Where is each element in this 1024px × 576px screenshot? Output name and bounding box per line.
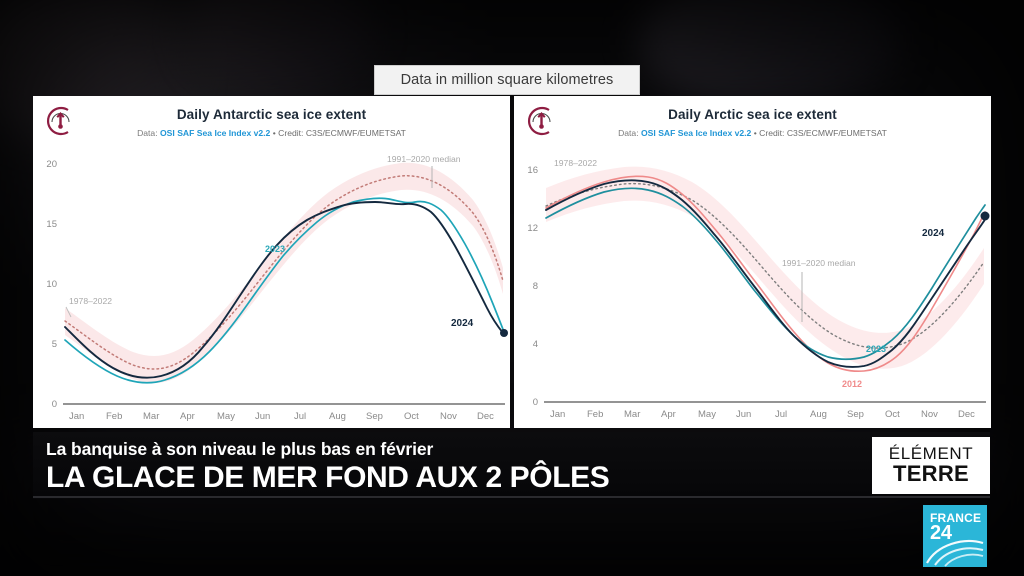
lower-third-subtitle: La banquise à son niveau le plus bas en …	[46, 439, 434, 459]
credit-prefix: Data:	[137, 128, 158, 138]
backdrop-blur-shape	[190, 0, 370, 90]
x-tick-label: Aug	[329, 411, 346, 422]
x-tick-label: Nov	[440, 411, 457, 422]
program-logo-line1: ÉLÉMENT	[888, 444, 974, 464]
annotation-2024-label: 2024	[922, 228, 945, 239]
endpoint-marker-2024	[980, 211, 990, 221]
credit-source: OSI SAF Sea Ice Index v2.2	[160, 128, 271, 138]
x-tick-label: Feb	[106, 411, 122, 422]
x-tick-label: Jun	[736, 409, 751, 420]
credit-suffix: • Credit: C3S/ECMWF/EUMETSAT	[272, 128, 406, 138]
chart-title-arctic: Daily Arctic sea ice extent	[668, 107, 837, 122]
chart-panel-antarctic: Daily Antarctic sea ice extent Data: OSI…	[33, 96, 510, 428]
data-units-label: Data in million square kilometres	[400, 72, 614, 88]
copernicus-climate-logo	[47, 106, 70, 136]
x-tick-label: Sep	[847, 409, 864, 420]
x-tick-label: Jul	[775, 409, 787, 420]
channel-logo-swirl-icon	[926, 539, 984, 567]
annotation-2024-label: 2024	[451, 318, 474, 329]
program-logo: ÉLÉMENT TERRE	[872, 437, 990, 494]
x-tick-label: Apr	[661, 409, 676, 420]
y-tick-label: 4	[533, 339, 538, 350]
x-tick-label: Sep	[366, 411, 383, 422]
annotation-median-label: 1991–2020 median	[782, 258, 856, 268]
data-units-caption: Data in million square kilometres	[374, 65, 640, 95]
x-tick-label: Dec	[958, 409, 975, 420]
x-tick-label: Feb	[587, 409, 603, 420]
x-tick-label: Oct	[885, 409, 900, 420]
y-tick-label: 5	[52, 339, 57, 350]
series-2012	[545, 175, 986, 373]
annotation-2012-label: 2012	[842, 379, 862, 389]
credit-suffix: • Credit: C3S/ECMWF/EUMETSAT	[753, 128, 887, 138]
x-tick-label: Jun	[255, 411, 270, 422]
annotation-2023-label: 2023	[265, 244, 285, 254]
x-tick-label: Oct	[404, 411, 419, 422]
annotation-range-label: 1978–2022	[69, 296, 112, 306]
y-tick-label: 8	[533, 281, 538, 292]
channel-logo-line2: 24	[930, 522, 952, 544]
copernicus-climate-logo	[528, 106, 551, 136]
annotation-2023-label: 2023	[866, 344, 886, 354]
annotation-range-label: 1978–2022	[554, 158, 597, 168]
channel-logo-line1: FRANCE	[930, 511, 982, 525]
lower-third-rule	[33, 496, 990, 498]
x-tick-label: Mar	[143, 411, 159, 422]
program-logo-line2: TERRE	[892, 461, 970, 487]
series-median-1991-2020	[64, 175, 504, 370]
series-2024	[545, 179, 986, 368]
plot-area-arctic: 16 12 8 4 0 1978–2022 1991–	[514, 144, 991, 428]
x-tick-label: Dec	[477, 411, 494, 422]
x-tick-label: Nov	[921, 409, 938, 420]
chart-credit-arctic: Data: OSI SAF Sea Ice Index v2.2 • Credi…	[514, 128, 991, 138]
y-tick-label: 15	[46, 219, 57, 230]
x-tick-label: Jan	[550, 409, 565, 420]
x-tick-label: Jul	[294, 411, 306, 422]
y-tick-label: 0	[52, 399, 57, 410]
lower-third-banner: La banquise à son niveau le plus bas en …	[33, 432, 990, 499]
lower-third-headline: LA GLACE DE MER FOND AUX 2 PÔLES	[46, 461, 610, 494]
y-tick-label: 16	[527, 165, 538, 176]
series-band-1978-2022	[65, 162, 503, 383]
x-tick-label: Mar	[624, 409, 640, 420]
annotation-median-label: 1991–2020 median	[387, 154, 461, 164]
series-band-1978-2022	[546, 166, 984, 369]
y-tick-label: 20	[46, 159, 57, 170]
x-tick-label: Aug	[810, 409, 827, 420]
series-median-1991-2020	[545, 182, 985, 349]
chart-title-antarctic: Daily Antarctic sea ice extent	[176, 107, 367, 122]
endpoint-marker-2024	[500, 329, 508, 337]
x-tick-label: Apr	[180, 411, 195, 422]
x-tick-label: May	[217, 411, 235, 422]
x-tick-label: May	[698, 409, 716, 420]
y-tick-label: 0	[533, 397, 538, 408]
plot-area-antarctic: 20 15 10 5 0 1978–2022 1991–	[33, 144, 510, 428]
credit-source: OSI SAF Sea Ice Index v2.2	[641, 128, 752, 138]
channel-logo-france24: FRANCE 24	[923, 505, 987, 567]
annotation-leader-line	[65, 306, 72, 318]
y-tick-label: 12	[527, 223, 538, 234]
chart-credit-antarctic: Data: OSI SAF Sea Ice Index v2.2 • Credi…	[33, 128, 510, 138]
backdrop-blur-shape	[640, 0, 900, 105]
series-2023	[64, 197, 505, 384]
chart-panel-arctic: Daily Arctic sea ice extent Data: OSI SA…	[514, 96, 991, 428]
series-2024	[64, 201, 504, 379]
x-tick-label: Jan	[69, 411, 84, 422]
credit-prefix: Data:	[618, 128, 639, 138]
y-tick-label: 10	[46, 279, 57, 290]
